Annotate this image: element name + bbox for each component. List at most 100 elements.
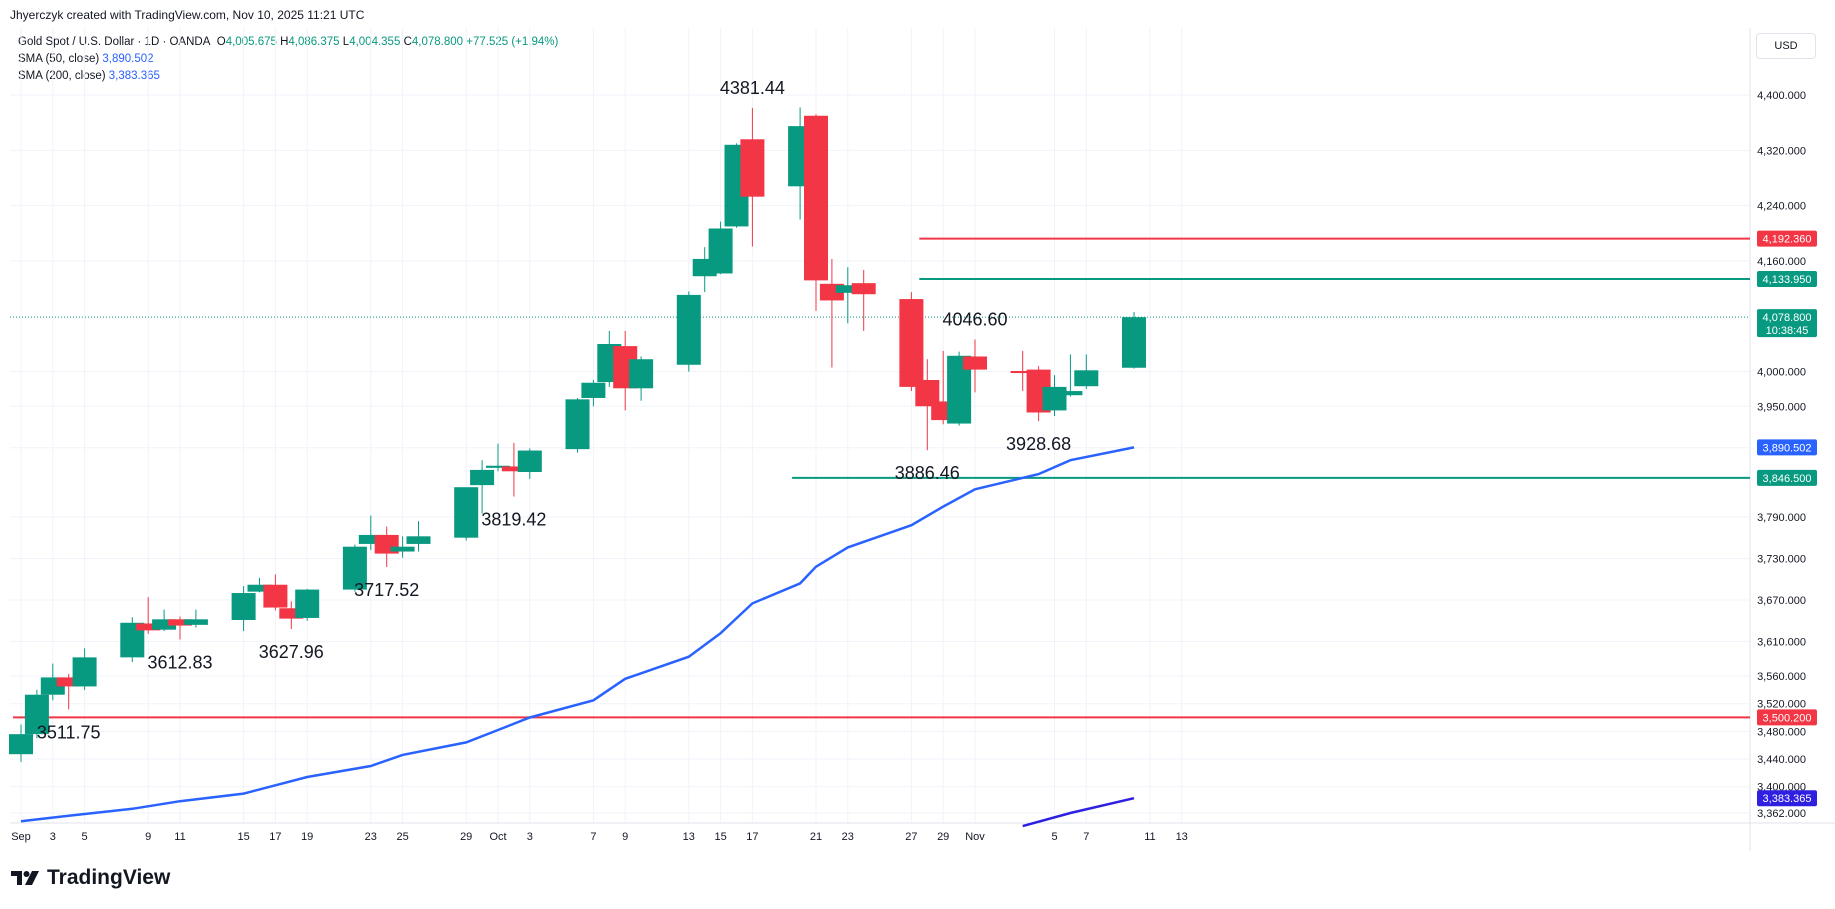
price-tag-bg — [1757, 271, 1817, 288]
time-axis-label: Nov — [965, 831, 985, 843]
candle-body — [708, 228, 733, 274]
candle — [899, 292, 924, 392]
candle-body — [1074, 370, 1099, 387]
candle — [1122, 311, 1146, 369]
close-value: 4,078.800 — [411, 36, 464, 48]
candle — [676, 291, 701, 372]
price-axis-label: 4,240.000 — [1757, 201, 1806, 213]
price-axis-tag: 3,846.500 — [1757, 469, 1817, 486]
sma50-legend-row[interactable]: SMA (50, close) 3,890.502 — [18, 51, 558, 68]
price-annotation: 3886.46 — [895, 463, 960, 483]
tradingview-logo[interactable]: TradingView — [11, 866, 170, 890]
candle-body — [676, 294, 701, 365]
price-tag-label: 4,133.950 — [1763, 274, 1812, 286]
time-axis-label: 5 — [1051, 831, 1057, 843]
candle — [565, 397, 590, 453]
time-axis-label: 7 — [590, 831, 596, 843]
price-tag-bg — [1757, 790, 1817, 807]
candle-body — [454, 487, 479, 538]
candle — [9, 724, 33, 762]
candle — [152, 609, 177, 632]
candle — [295, 588, 320, 621]
high-label: H — [280, 36, 289, 48]
candle-body — [342, 546, 367, 590]
candle-body — [263, 584, 288, 608]
price-tag-label: 3,500.200 — [1763, 712, 1812, 724]
time-axis-label: 11 — [174, 831, 185, 843]
candle — [168, 616, 192, 640]
candle-body — [183, 619, 208, 625]
candle-body — [629, 359, 654, 389]
price-tag-bg — [1757, 230, 1817, 247]
candle — [1074, 354, 1099, 389]
chart-grid — [10, 28, 1750, 823]
candle-body — [851, 283, 876, 295]
candle-body — [136, 623, 161, 631]
attribution-text: Jhyerczyk created with TradingView.com, … — [10, 8, 365, 22]
candle — [629, 356, 654, 401]
candle-body — [581, 382, 606, 398]
time-axis-label: 3 — [527, 831, 533, 843]
price-tag-label: 4,078.800 — [1763, 312, 1812, 324]
candle-body — [963, 356, 987, 370]
candle — [136, 597, 161, 634]
tradingview-logo-icon — [11, 871, 39, 885]
time-axis-label: 21 — [810, 831, 822, 843]
candle-body — [24, 694, 49, 735]
ohlc-values: O4,005.675 H4,086.375 L4,004.355 C4,078.… — [217, 36, 559, 48]
candle-body — [72, 657, 97, 687]
time-axis-label: 9 — [622, 831, 628, 843]
candle — [851, 270, 876, 331]
price-axis-label: 4,160.000 — [1757, 256, 1806, 268]
time-axis-label: 9 — [145, 831, 151, 843]
time-axis-label: 25 — [396, 831, 408, 843]
symbol-line[interactable]: Gold Spot / U.S. Dollar · 1D · OANDA — [18, 36, 211, 48]
time-axis-label: 15 — [237, 831, 249, 843]
change-value: +77.525 (+1.94%) — [466, 36, 559, 48]
candle-body — [1058, 391, 1083, 396]
candle-body — [740, 139, 765, 197]
price-axis-label: 3,560.000 — [1757, 671, 1806, 683]
symbol-ohlc-row: Gold Spot / U.S. Dollar · 1D · OANDA O4,… — [18, 34, 558, 51]
high-value: 4,086.375 — [288, 36, 340, 48]
candle — [486, 443, 510, 472]
candle-body — [1010, 370, 1035, 374]
candle — [470, 460, 495, 514]
candle-body — [486, 465, 510, 468]
price-annotation: 3928.68 — [1006, 434, 1071, 454]
price-annotation: 4381.44 — [720, 78, 785, 98]
price-annotation: 3612.83 — [147, 652, 212, 672]
price-axis-label: 4,000.000 — [1757, 367, 1806, 379]
time-axis-label: 23 — [365, 831, 377, 843]
candle — [342, 544, 367, 592]
candle-body — [390, 546, 415, 552]
price-tag-label: 3,383.365 — [1763, 793, 1812, 805]
sma200-legend-row[interactable]: SMA (200, close) 3,383.365 — [18, 68, 558, 85]
time-axis-labels: Sep 3 5 9 11 15 17 19 23 25 29 Oct 3 7 9 13 15 17 21 23 27 29… — [11, 831, 1188, 843]
price-axis-label: 3,670.000 — [1757, 595, 1806, 607]
candle — [708, 221, 733, 275]
sma50-label: SMA (50, close) — [18, 53, 100, 65]
time-axis-label: Sep — [11, 831, 31, 843]
candle-body — [406, 536, 431, 544]
candle-body — [247, 584, 272, 592]
candle — [501, 442, 526, 497]
price-tag-bg — [1757, 309, 1817, 338]
time-axis-label: 11 — [1144, 831, 1155, 843]
candle — [454, 487, 479, 541]
candle-body — [899, 299, 924, 387]
price-tag-bg — [1757, 439, 1817, 456]
price-axis-tag: 4,133.950 — [1757, 271, 1817, 288]
candle — [406, 521, 431, 552]
price-axis-label: 3,950.000 — [1757, 401, 1806, 413]
currency-button[interactable]: USD — [1756, 33, 1816, 59]
price-axis-label: 3,730.000 — [1757, 553, 1806, 565]
candle-body — [1042, 386, 1067, 411]
candle-body — [804, 115, 828, 281]
candle — [72, 648, 97, 690]
low-label: L — [342, 36, 350, 48]
candle — [247, 577, 272, 593]
price-axis-label: 3,610.000 — [1757, 636, 1806, 648]
